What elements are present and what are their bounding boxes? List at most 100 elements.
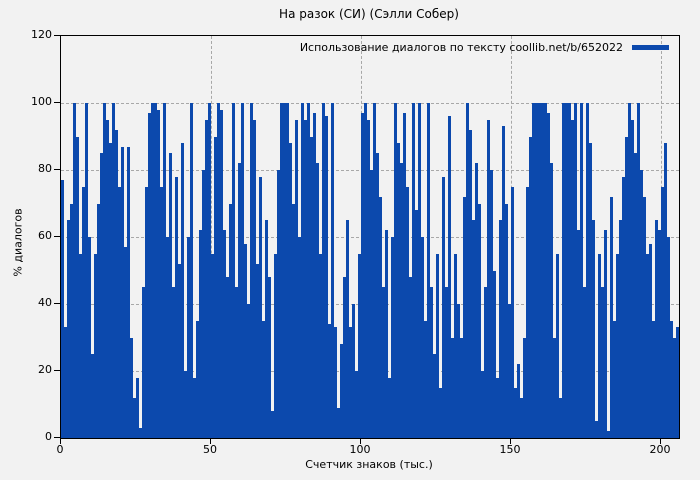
bar (631, 119, 635, 438)
bar (160, 186, 164, 438)
bar (499, 220, 503, 438)
bar (376, 153, 380, 438)
bar (190, 103, 194, 438)
bar (121, 146, 125, 438)
bar (388, 377, 392, 438)
bar (652, 320, 656, 438)
bar (247, 304, 251, 438)
bar (484, 287, 488, 438)
bar (403, 113, 407, 438)
bar (322, 103, 326, 438)
bar (220, 109, 224, 438)
bar (391, 237, 395, 438)
bar (151, 103, 155, 438)
bar (253, 119, 257, 438)
bar (286, 103, 290, 438)
bar (289, 143, 293, 438)
bar (193, 377, 197, 438)
bar (130, 337, 134, 438)
bar (571, 119, 575, 438)
bar (478, 203, 482, 438)
bar (304, 119, 308, 438)
bar (250, 103, 254, 438)
bar (127, 146, 131, 438)
bar (73, 103, 77, 438)
bar (298, 237, 302, 438)
bar (148, 113, 152, 438)
bar (439, 387, 443, 438)
bar (421, 237, 425, 438)
bar (199, 230, 203, 438)
bar (109, 143, 113, 438)
bar (466, 103, 470, 438)
bar (469, 129, 473, 438)
x-tick-label-200: 200 (649, 443, 671, 456)
bar (547, 113, 551, 438)
bar (181, 143, 185, 438)
bar (430, 287, 434, 438)
bar (517, 364, 521, 438)
bar (337, 407, 341, 438)
bar (70, 203, 74, 438)
bar (664, 143, 668, 438)
bar (88, 237, 92, 438)
bar (502, 126, 506, 438)
bar (229, 203, 233, 438)
bar (424, 320, 428, 438)
bar (379, 196, 383, 438)
bar (355, 371, 359, 438)
bar (187, 237, 191, 438)
bar (319, 253, 323, 438)
y-tick-label-60: 60 (38, 229, 52, 242)
bar (604, 230, 608, 438)
bar (361, 113, 365, 438)
bar (649, 243, 653, 438)
bar (460, 337, 464, 438)
bar (331, 103, 335, 438)
bar (472, 220, 476, 438)
bar (490, 170, 494, 438)
bar (463, 196, 467, 438)
bar (622, 176, 626, 438)
bar (454, 253, 458, 438)
bar (301, 103, 305, 438)
bar (91, 354, 95, 438)
bar (436, 253, 440, 438)
bar (637, 103, 641, 438)
bar (334, 327, 338, 438)
bar (562, 103, 566, 438)
bar (451, 337, 455, 438)
bar (67, 220, 71, 438)
bar (352, 304, 356, 438)
bar (223, 230, 227, 438)
x-tick-mark-150 (510, 438, 511, 444)
bar (505, 203, 509, 438)
bar (418, 103, 422, 438)
chart-title: На разок (СИ) (Сэлли Собер) (279, 7, 459, 21)
bar (370, 170, 374, 438)
bar (316, 163, 320, 438)
bar (601, 287, 605, 438)
bar (514, 387, 518, 438)
bar (676, 327, 680, 438)
bar (259, 176, 263, 438)
bar (556, 253, 560, 438)
y-tick-label-20: 20 (38, 363, 52, 376)
bar (559, 397, 563, 438)
bar (172, 287, 176, 438)
bar (442, 176, 446, 438)
x-axis-label: Счетчик знаков (тыс.) (305, 458, 433, 471)
bar (382, 287, 386, 438)
bar (574, 103, 578, 438)
bar (133, 397, 137, 438)
x-tick-label-0: 0 (56, 443, 64, 456)
y-tick-label-100: 100 (31, 95, 52, 108)
legend-label: Использование диалогов по тексту coollib… (299, 41, 623, 54)
bar (481, 371, 485, 438)
x-tick-mark-200 (660, 438, 661, 444)
bar (268, 277, 272, 438)
bar (295, 119, 299, 438)
bar (94, 253, 98, 438)
bar (307, 103, 311, 438)
bar (673, 337, 677, 438)
